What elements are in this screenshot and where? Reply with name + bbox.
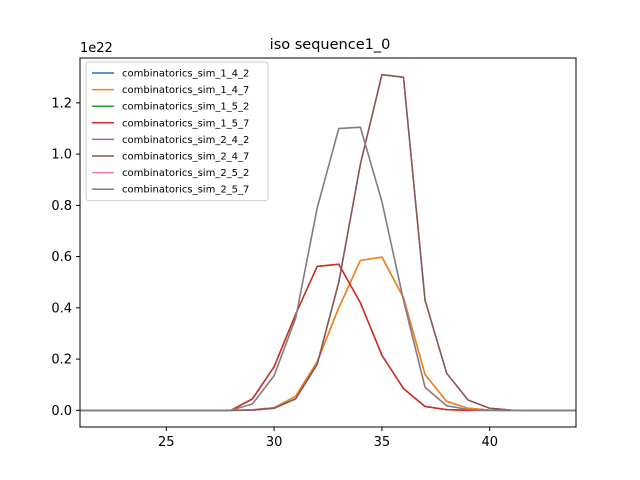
y-tick-label: 0.2 (51, 353, 72, 368)
legend-box (85, 61, 269, 202)
x-tick-label: 25 (158, 435, 175, 450)
series-line-4 (80, 263, 576, 412)
legend-entry: combinatorics_sim_2_4_7 (122, 152, 249, 163)
plot-frame (79, 57, 577, 428)
axes-layer: 25 30 35 40 0.0 0.2 0.4 0.6 0.8 1.0 1.2 (51, 57, 577, 450)
chart-title: iso sequence1_0 (270, 37, 391, 53)
series-line-3 (80, 263, 576, 412)
legend-entry: combinatorics_sim_2_4_2 (122, 135, 249, 146)
y-tick-label: 0.6 (51, 250, 72, 265)
legend-entry: combinatorics_sim_1_4_2 (122, 69, 249, 80)
y-tick-label: 0.8 (51, 199, 72, 214)
legend: combinatorics_sim_1_4_2 combinatorics_sim… (85, 61, 269, 202)
x-tick-label: 40 (481, 435, 498, 450)
legend-entry: combinatorics_sim_1_4_7 (122, 85, 249, 96)
series-layer (80, 73, 576, 412)
x-tick-label: 30 (266, 435, 283, 450)
legend-entry: combinatorics_sim_1_5_7 (122, 118, 249, 129)
legend-entry: combinatorics_sim_2_5_2 (122, 168, 249, 179)
y-tick-label: 1.0 (51, 148, 72, 163)
series-line-8 (80, 126, 576, 412)
y-tick-label: 1.2 (51, 96, 72, 111)
y-tick-label: 0.0 (51, 404, 72, 419)
x-tick-label: 35 (374, 435, 391, 450)
series-line-2 (80, 256, 576, 412)
y-scale-label: 1e22 (80, 41, 113, 56)
y-tick-label: 0.4 (51, 301, 72, 316)
legend-entry: combinatorics_sim_1_5_2 (122, 102, 249, 113)
legend-entry: combinatorics_sim_2_5_7 (122, 185, 249, 196)
